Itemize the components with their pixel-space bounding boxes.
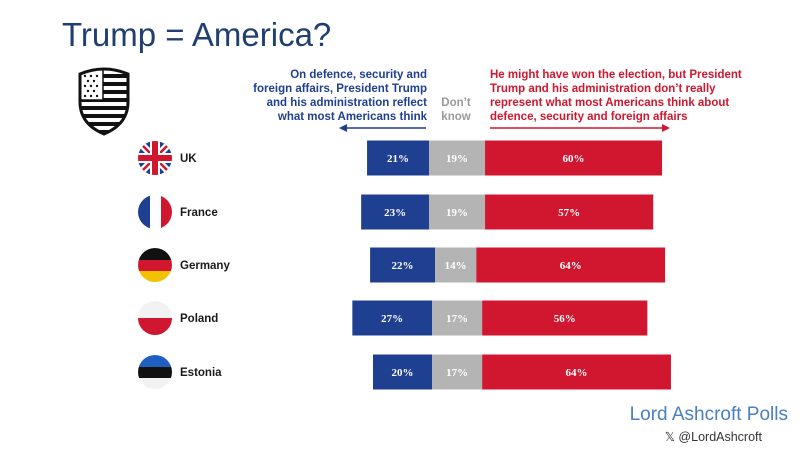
bar-dont-know-estonia xyxy=(432,354,483,390)
bar-not-represent-uk xyxy=(485,140,663,176)
data-label-not-represent-poland: 56% xyxy=(554,313,576,325)
estonia-flag-icon xyxy=(138,355,172,389)
right-arrow-icon xyxy=(662,124,670,132)
germany-flag-icon xyxy=(138,248,172,282)
bar-not-represent-estonia xyxy=(482,354,671,390)
data-label-dont-know-france: 19% xyxy=(446,207,468,219)
data-label-dont-know-uk: 19% xyxy=(446,153,468,165)
data-label-reflect-poland: 27% xyxy=(381,313,403,325)
bar-reflect-estonia xyxy=(373,354,432,390)
data-label-reflect-uk: 21% xyxy=(387,153,409,165)
bar-not-represent-france xyxy=(485,194,654,230)
category-label-germany: Germany xyxy=(180,260,230,272)
bars-group: UK 21% 19% 60% France 23% 19% 57% Germany 22% 14% 6… xyxy=(180,140,671,390)
bar-dont-know-germany xyxy=(435,247,477,283)
bar-not-represent-germany xyxy=(476,247,666,283)
bar-not-represent-poland xyxy=(482,300,648,336)
bar-dont-know-poland xyxy=(432,300,483,336)
uk-flag-icon xyxy=(138,141,172,175)
bar-reflect-germany xyxy=(370,247,435,283)
category-label-estonia: Estonia xyxy=(180,367,222,379)
category-label-poland: Poland xyxy=(180,313,218,325)
left-arrow-icon xyxy=(339,124,347,132)
poland-flag-icon xyxy=(138,301,172,335)
data-label-not-represent-france: 57% xyxy=(558,207,580,219)
data-label-dont-know-poland: 17% xyxy=(446,313,468,325)
reflect-header: On defence, security and foreign affairs… xyxy=(253,69,427,123)
data-label-reflect-germany: 22% xyxy=(392,260,414,272)
us-flag-shield-icon xyxy=(78,67,130,136)
data-label-dont-know-germany: 14% xyxy=(445,260,467,272)
bar-reflect-poland xyxy=(352,300,432,336)
data-label-reflect-estonia: 20% xyxy=(392,367,414,379)
category-label-uk: UK xyxy=(180,153,197,165)
data-label-reflect-france: 23% xyxy=(384,207,406,219)
not-represent-header: He might have won the election, but Pres… xyxy=(490,69,742,123)
brand-name: Lord Ashcroft Polls xyxy=(629,404,788,425)
dont-know-header: Don’t know xyxy=(441,97,471,123)
data-label-dont-know-estonia: 17% xyxy=(446,367,468,379)
page-title: Trump = America? xyxy=(62,16,332,53)
category-label-france: France xyxy=(180,207,218,219)
bar-dont-know-uk xyxy=(429,140,486,176)
data-label-not-represent-germany: 64% xyxy=(560,260,582,272)
bar-reflect-uk xyxy=(367,140,429,176)
bar-dont-know-france xyxy=(429,194,486,230)
france-flag-icon xyxy=(138,195,172,229)
data-label-not-represent-uk: 60% xyxy=(563,153,585,165)
social-handle: 𝕏 @LordAshcroft xyxy=(664,430,762,444)
data-label-not-represent-estonia: 64% xyxy=(566,367,588,379)
bar-reflect-france xyxy=(361,194,429,230)
